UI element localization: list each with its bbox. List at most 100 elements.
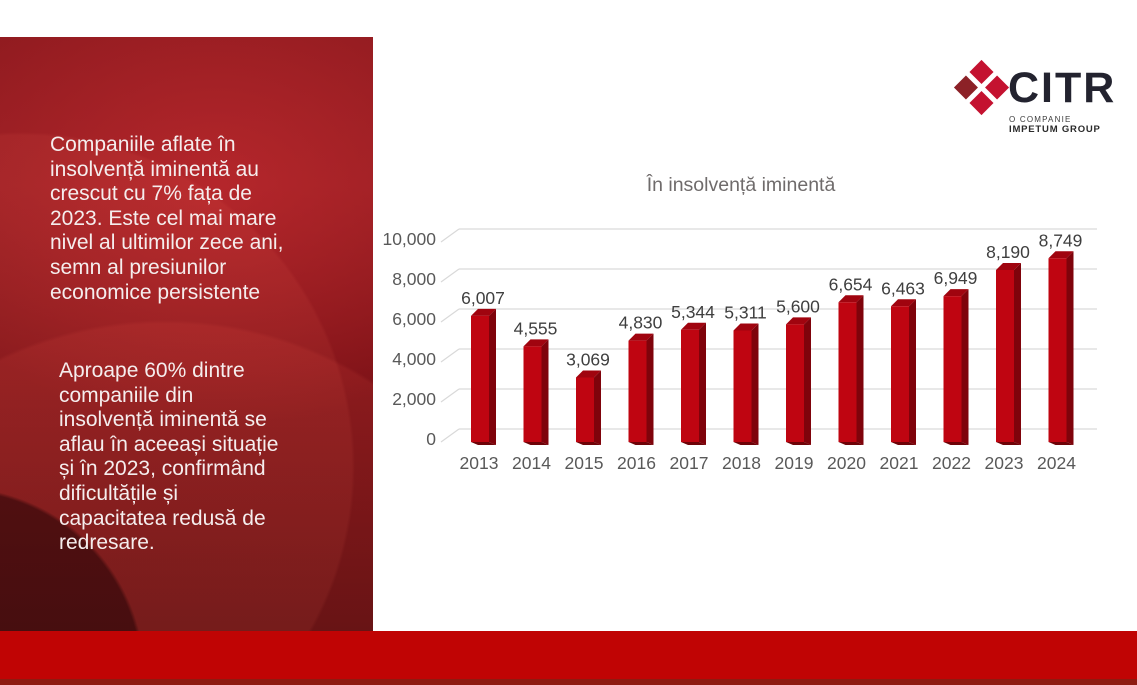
bar-side-face (751, 323, 759, 445)
x-axis-label: 2016 (617, 453, 656, 473)
bar-value-label: 6,654 (829, 274, 873, 294)
bar-front-face (996, 270, 1014, 442)
bar-front-face (733, 330, 752, 442)
citr-logo: CITR O COMPANIE IMPETUM GROUP (950, 58, 1120, 138)
y-axis-tick-label: 8,000 (392, 269, 436, 289)
bar-bottom-face (996, 442, 1021, 445)
bar-2013: 6,007 2013 (460, 288, 505, 473)
bar-bottom-face (471, 442, 496, 445)
bar-2021: 6,463 2021 (880, 278, 925, 473)
bar-top-face (943, 289, 969, 297)
bar-front-face (891, 306, 909, 442)
diamond-right-icon (985, 75, 1010, 100)
bar-front-face (838, 302, 857, 442)
bar-2014: 4,555 2014 (512, 318, 557, 473)
gridline-slant (440, 308, 460, 323)
bar-side-face (699, 322, 706, 445)
footer-accent-strip (0, 679, 1137, 685)
bar-front-face (1048, 258, 1067, 442)
bar-value-label: 6,007 (461, 288, 505, 308)
bar-2019: 5,600 2019 (775, 296, 821, 473)
y-axis-tick-label: 6,000 (392, 309, 436, 329)
bar-front-face (628, 340, 647, 442)
bar-value-label: 8,749 (1039, 230, 1083, 250)
bar-value-label: 4,555 (514, 318, 558, 338)
x-axis-label: 2018 (722, 453, 761, 473)
bar-front-face (786, 324, 804, 442)
y-axis-tick-label: 2,000 (392, 389, 436, 409)
bar-top-face (523, 339, 549, 347)
bar-value-label: 4,830 (619, 313, 663, 333)
diamond-top-icon (969, 59, 994, 84)
bar-top-face (681, 322, 706, 330)
bar-front-face (523, 346, 542, 442)
body-text: Aproape 60% dintre companiile din insolv… (59, 359, 279, 555)
x-axis-label: 2023 (985, 453, 1024, 473)
bar-front-face (576, 377, 594, 442)
bar-top-face (471, 308, 496, 316)
bar-side-face (646, 333, 654, 445)
bar-side-face (856, 295, 864, 445)
bar-2017: 5,344 2017 (670, 302, 716, 473)
y-axis-tick-label: 0 (426, 429, 436, 449)
bar-value-label: 8,190 (986, 242, 1030, 262)
bar-value-label: 5,600 (776, 296, 820, 316)
logo-tagline-company: O COMPANIE (1009, 115, 1072, 124)
x-axis-label: 2017 (670, 453, 709, 473)
gridline-slant (440, 268, 460, 283)
bar-bottom-face (576, 442, 601, 445)
bar-top-face (733, 323, 759, 331)
bar-side-face (489, 308, 496, 445)
bar-bottom-face (1048, 442, 1074, 445)
footer-bar (0, 631, 1137, 679)
bar-2015: 3,069 2015 (565, 350, 610, 473)
x-axis-label: 2022 (932, 453, 971, 473)
bar-top-face (838, 295, 864, 303)
bar-top-face (891, 299, 916, 307)
bar-value-label: 5,311 (724, 302, 767, 322)
x-axis-label: 2021 (880, 453, 919, 473)
bar-top-face (786, 317, 811, 325)
bar-2020: 6,654 2020 (827, 274, 873, 473)
bar-2018: 5,311 2018 (722, 302, 767, 473)
bar-value-label: 6,463 (881, 278, 925, 298)
bar-top-face (628, 333, 654, 341)
bar-2016: 4,830 2016 (617, 313, 663, 473)
bar-side-face (1066, 251, 1074, 445)
x-axis-label: 2013 (460, 453, 499, 473)
bar-top-face (996, 263, 1021, 271)
bar-bottom-face (891, 442, 916, 445)
logo-wordmark: CITR (1008, 64, 1117, 112)
logo-tagline-group: IMPETUM GROUP (1009, 124, 1101, 135)
x-axis-label: 2015 (565, 453, 604, 473)
diamond-bottom-icon (969, 91, 994, 116)
bar-top-face (1048, 251, 1074, 259)
x-axis-label: 2024 (1037, 453, 1076, 473)
bar-bottom-face (786, 442, 811, 445)
diamond-left-icon (953, 75, 978, 100)
gridline-slant (440, 428, 460, 443)
bar-bottom-face (681, 442, 706, 445)
bar-bottom-face (943, 442, 969, 445)
bar-side-face (909, 299, 916, 445)
x-axis-label: 2020 (827, 453, 866, 473)
gridline-slant (440, 388, 460, 403)
bar-bottom-face (523, 442, 549, 445)
bar-value-label: 3,069 (566, 350, 610, 370)
bar-front-face (943, 296, 962, 442)
bar-bottom-face (733, 442, 759, 445)
headline-text: Companiile aflate în insolvență iminentă… (50, 133, 284, 304)
gridline-slant (440, 228, 460, 243)
gridline-slant (440, 348, 460, 363)
y-axis-tick-label: 4,000 (392, 349, 436, 369)
bar-bottom-face (628, 442, 654, 445)
bar-side-face (1014, 263, 1021, 445)
bar-front-face (681, 329, 699, 442)
bar-2024: 8,749 2024 (1037, 230, 1082, 473)
bar-value-label: 5,344 (671, 302, 715, 322)
x-axis-label: 2019 (775, 453, 814, 473)
bar-2023: 8,190 2023 (985, 242, 1031, 473)
y-axis-tick-label: 10,000 (382, 229, 436, 249)
bar-front-face (471, 315, 489, 442)
